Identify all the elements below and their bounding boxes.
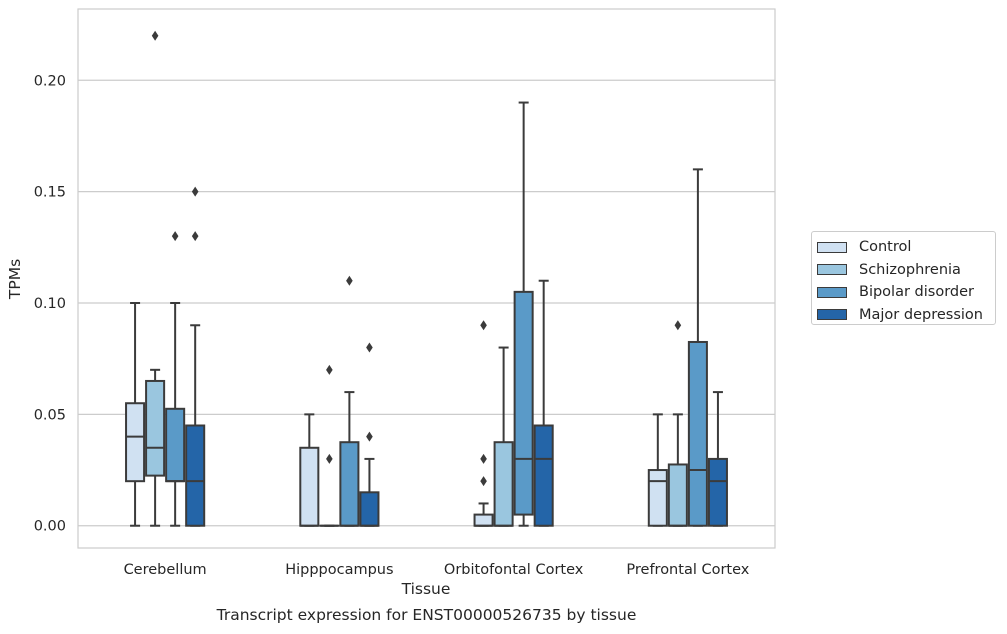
box-bipolar-disorder-prefrontal-cortex	[687, 168, 708, 527]
box-iqr	[647, 469, 668, 527]
box-iqr	[533, 424, 554, 527]
box-control-cerebellum	[125, 302, 146, 527]
outlier-point	[326, 364, 333, 375]
box-iqr	[473, 513, 494, 527]
legend-swatch	[817, 264, 847, 276]
outlier-point	[171, 231, 179, 242]
y-tick-labels: 0.00 0.05 0.10 0.15 0.20	[34, 73, 66, 534]
box-control-hipppocampus	[299, 413, 320, 527]
legend-label: Major depression	[859, 306, 983, 323]
legend-item: Control	[817, 236, 995, 259]
outlier-point	[366, 431, 373, 442]
y-axis-title: TPMs	[6, 259, 24, 300]
legend-label: Schizophrenia	[859, 261, 961, 278]
y-tick-label: 0.05	[34, 407, 66, 423]
legend-swatch	[817, 241, 847, 253]
box-iqr	[299, 446, 320, 527]
outlier-point	[480, 320, 487, 331]
box-iqr	[707, 457, 728, 527]
box-plot-marks	[125, 30, 728, 527]
box-iqr	[145, 379, 166, 477]
box-iqr	[493, 441, 514, 527]
legend-swatch	[817, 286, 847, 298]
outlier-point	[480, 476, 487, 487]
outlier-point	[480, 453, 487, 464]
legend-item: Schizophrenia	[817, 259, 995, 282]
y-tick-label: 0.00	[34, 519, 66, 535]
x-tick-label: Hipppocampus	[285, 562, 393, 578]
box-iqr	[165, 407, 186, 483]
legend-item: Bipolar disorder	[817, 281, 995, 304]
box-bipolar-disorder-cerebellum	[165, 231, 186, 527]
x-tick-labels: Cerebellum Hipppocampus Orbitofontal Corte…	[124, 562, 750, 578]
box-major-depression-prefrontal-cortex	[707, 391, 728, 527]
outlier-point	[346, 275, 353, 286]
box-iqr	[359, 491, 380, 527]
x-tick-label: Cerebellum	[124, 562, 207, 578]
outlier-point	[326, 453, 333, 464]
box-control-orbitofontal-cortex	[473, 320, 494, 527]
outlier-point	[191, 186, 199, 197]
legend-swatch	[817, 309, 847, 321]
legend-label: Control	[859, 239, 912, 256]
box-iqr	[339, 441, 360, 527]
box-major-depression-cerebellum	[185, 186, 206, 527]
box-iqr	[185, 424, 206, 527]
legend: Control Schizophrenia Bipolar disorder Majo…	[811, 231, 996, 325]
chart-caption: Transcript expression for ENST0000052673…	[216, 606, 637, 624]
outlier-point	[366, 342, 373, 353]
plot-area-frame	[77, 8, 776, 549]
box-iqr	[687, 340, 708, 527]
x-axis-title: Tissue	[401, 580, 451, 598]
box-major-depression-hipppocampus	[359, 342, 380, 527]
box-bipolar-disorder-orbitofontal-cortex	[513, 101, 534, 527]
legend-item: Major depression	[817, 304, 995, 327]
box-iqr	[125, 402, 146, 483]
box-schizophrenia-orbitofontal-cortex	[493, 346, 514, 527]
box-schizophrenia-cerebellum	[145, 30, 166, 527]
box-bipolar-disorder-hipppocampus	[339, 275, 360, 527]
box-control-prefrontal-cortex	[647, 413, 668, 527]
legend-label: Bipolar disorder	[859, 284, 974, 301]
outlier-point	[191, 231, 199, 242]
y-tick-label: 0.10	[34, 296, 66, 312]
box-schizophrenia-hipppocampus	[319, 364, 340, 527]
box-schizophrenia-prefrontal-cortex	[667, 320, 688, 527]
outlier-point	[674, 320, 682, 331]
x-tick-label: Prefrontal Cortex	[626, 562, 749, 578]
box-iqr	[513, 290, 534, 516]
outlier-point	[151, 30, 159, 41]
y-tick-label: 0.20	[34, 73, 66, 89]
y-tick-label: 0.15	[34, 185, 66, 201]
box-iqr	[667, 463, 688, 527]
box-major-depression-orbitofontal-cortex	[533, 279, 554, 527]
x-tick-label: Orbitofontal Cortex	[444, 562, 584, 578]
